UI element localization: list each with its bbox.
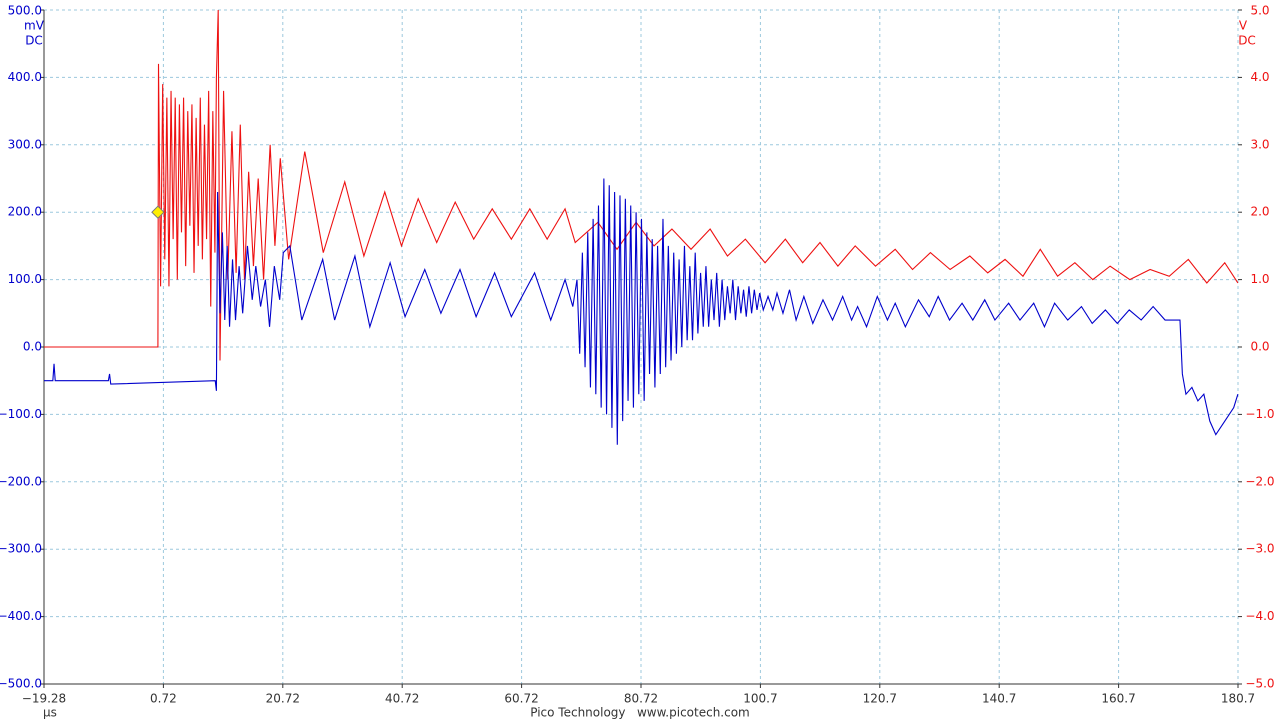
footer: Pico Technology www.picotech.com [530, 706, 750, 720]
y-tick-label: −500.0 [0, 677, 42, 691]
x-tick-label: 160.7 [1101, 692, 1135, 706]
y-tick-label: 500.0 [8, 4, 42, 18]
y2-tick-label: 0.0 [1250, 340, 1269, 354]
y2-tick-label: 1.0 [1250, 272, 1269, 286]
y2-tick-label: 3.0 [1250, 137, 1269, 151]
x-tick-label: 180.7 [1221, 692, 1255, 706]
y2-unit: V [1239, 19, 1248, 33]
x-tick-label: 20.72 [266, 692, 300, 706]
series-line [44, 178, 1239, 445]
x-tick-label: −19.28 [22, 692, 66, 706]
trigger-marker [151, 205, 165, 219]
y-tick-label: −300.0 [0, 542, 42, 556]
y2-tick-label: −2.0 [1245, 474, 1274, 488]
y2-tick-label: −4.0 [1245, 609, 1274, 623]
y-unit: mV [24, 19, 45, 33]
x-tick-label: 100.7 [743, 692, 777, 706]
y-tick-label: 300.0 [8, 137, 42, 151]
y-tick-label: −100.0 [0, 407, 42, 421]
x-tick-label: 120.7 [863, 692, 897, 706]
y-tick-label: 0.0 [23, 340, 42, 354]
y-tick-label: 100.0 [8, 272, 42, 286]
x-tick-label: 140.7 [982, 692, 1016, 706]
y2-tick-label: 4.0 [1250, 70, 1269, 84]
x-tick-label: 60.72 [504, 692, 538, 706]
y2-tick-label: −3.0 [1245, 542, 1274, 556]
y2-coupling: DC [1238, 34, 1256, 48]
y2-tick-label: 5.0 [1250, 4, 1269, 18]
y2-tick-label: 2.0 [1250, 205, 1269, 219]
y-tick-label: −400.0 [0, 609, 42, 623]
y-tick-label: 200.0 [8, 205, 42, 219]
y-tick-label: 400.0 [8, 70, 42, 84]
y-tick-label: −200.0 [0, 474, 42, 488]
series-line [44, 9, 1239, 361]
y2-tick-label: −1.0 [1245, 407, 1274, 421]
y-coupling: DC [25, 34, 43, 48]
y2-tick-label: −5.0 [1245, 677, 1274, 691]
x-tick-label: 80.72 [624, 692, 658, 706]
x-unit: µs [43, 706, 57, 720]
x-tick-label: 40.72 [385, 692, 419, 706]
x-tick-label: 0.72 [150, 692, 177, 706]
